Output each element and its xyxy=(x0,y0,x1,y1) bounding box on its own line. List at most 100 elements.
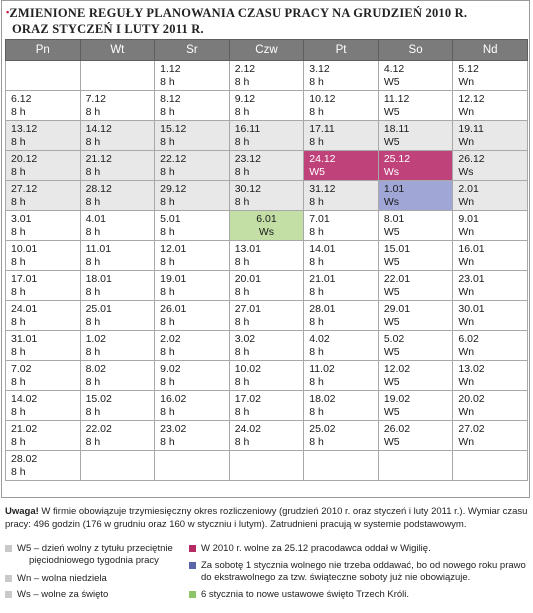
day-value: 8 h xyxy=(309,286,324,298)
day-date: 25.02 xyxy=(309,423,336,435)
day-date: 26.02 xyxy=(383,423,411,435)
day-cell: 16.02 8 h xyxy=(154,390,230,421)
day-date: 27.12 xyxy=(11,183,38,195)
calendar-row: 3.01 8 h 4.01 8 h 5.01 8 h 6.01 Ws 7.01 8 h 8.01 W5… xyxy=(5,210,528,241)
day-cell: 10.12 8 h xyxy=(303,90,379,121)
day-value: 8 h xyxy=(234,406,250,418)
column-header: Wt xyxy=(79,39,156,61)
day-date: 28.02 xyxy=(11,453,38,465)
legend-blue-line2: do ekstrawolnego za tzw. świąteczne sobo… xyxy=(201,572,471,583)
day-date: 6.01 xyxy=(256,213,277,225)
day-cell: 31.12 8 h xyxy=(303,180,379,211)
day-cell: 19.01 8 h xyxy=(154,270,230,301)
day-date: 24.02 xyxy=(234,423,261,435)
day-date: 21.02 xyxy=(11,423,38,435)
day-date: 29.01 xyxy=(383,303,411,315)
day-date: 15.12 xyxy=(160,123,187,135)
day-cell: 2.12 8 h xyxy=(228,60,305,91)
calendar-row: 14.02 8 h 15.02 8 h 16.02 8 h 17.02 8 h 18.02 8 h… xyxy=(5,390,528,421)
legend-w5-line1: W5 – dzień wolny z tytułu przeciętnie xyxy=(17,543,173,554)
day-cell: 28.02 8 h xyxy=(5,450,81,481)
day-date: 18.11 xyxy=(383,123,410,135)
day-date: 17.11 xyxy=(309,123,335,135)
day-date: 19.11 xyxy=(458,123,484,135)
day-value: W5 xyxy=(383,346,400,358)
day-date: 2.02 xyxy=(160,333,181,345)
day-cell: 19.02 W5 xyxy=(377,390,454,421)
day-date: 5.12 xyxy=(458,63,479,75)
day-value: Wn xyxy=(458,316,475,328)
day-date: 12.02 xyxy=(383,363,411,375)
day-date: 16.02 xyxy=(160,393,187,405)
day-value: 8 h xyxy=(160,256,175,268)
day-value: 8 h xyxy=(309,256,324,268)
day-date: 1.12 xyxy=(160,63,181,75)
day-date: 27.02 xyxy=(458,423,485,435)
day-value: 8 h xyxy=(11,406,26,418)
day-value: 8 h xyxy=(11,346,26,358)
calendar-row: 21.02 8 h 22.02 8 h 23.02 8 h 24.02 8 h 25.02 8 h… xyxy=(5,420,528,451)
day-value: 8 h xyxy=(234,196,250,208)
column-header: Pn xyxy=(5,39,81,61)
day-value: Wn xyxy=(458,196,475,208)
day-cell: 18.02 8 h xyxy=(303,390,379,421)
note-text: W firmie obowiązuje trzymiesięczny okres… xyxy=(5,506,528,530)
day-date: 8.01 xyxy=(383,213,405,225)
day-date: 4.01 xyxy=(85,213,106,225)
day-value: W5 xyxy=(383,256,400,268)
day-cell: 6.02 Wn xyxy=(452,330,528,361)
day-cell: 5.12 Wn xyxy=(452,60,528,91)
day-cell: 1.01 Ws xyxy=(377,180,454,211)
calendar-row: 1.12 8 h 2.12 8 h 3.12 8 h 4.12 W5 5.12 Wn xyxy=(5,60,528,91)
day-cell: 4.12 W5 xyxy=(377,60,454,91)
day-cell: 7.01 8 h xyxy=(303,210,379,241)
day-cell: 12.01 8 h xyxy=(154,240,230,271)
day-value: 8 h xyxy=(234,76,250,88)
day-date: 17.01 xyxy=(11,273,38,285)
day-cell: 25.02 8 h xyxy=(303,420,379,451)
day-value: 8 h xyxy=(11,226,26,238)
day-value: W5 xyxy=(383,226,400,238)
calendar-row: 6.12 8 h 7.12 8 h 8.12 8 h 9.12 8 h 10.12 8 h 11.1… xyxy=(5,90,528,121)
day-cell: 30.12 8 h xyxy=(228,180,305,211)
day-value: Ws xyxy=(383,166,399,178)
day-cell: 14.02 8 h xyxy=(5,390,81,421)
day-cell: 27.12 8 h xyxy=(5,180,81,211)
day-date: 2.12 xyxy=(234,63,256,75)
day-date: 31.01 xyxy=(11,333,38,345)
day-cell: 18.01 8 h xyxy=(79,270,156,301)
legend-pink: W 2010 r. wolne za 25.12 pracodawca odda… xyxy=(201,543,431,554)
calendar-table: Pn Wt Sr Czw Pt So Nd 1.12 8 h 2.12 8 h 3.12 8 h 4.1… xyxy=(5,39,528,481)
grey-square-icon xyxy=(5,591,12,598)
day-cell: 5.01 8 h xyxy=(154,210,230,241)
day-value: 8 h xyxy=(160,286,175,298)
day-cell: 5.02 W5 xyxy=(377,330,454,361)
day-cell: 21.01 8 h xyxy=(303,270,379,301)
day-date: 22.12 xyxy=(160,153,187,165)
day-cell xyxy=(377,450,454,481)
day-date: 10.02 xyxy=(234,363,261,375)
day-date: 14.02 xyxy=(11,393,38,405)
day-cell xyxy=(303,450,379,481)
day-value: 8 h xyxy=(234,376,250,388)
day-date: 24.12 xyxy=(309,153,336,165)
day-value: 8 h xyxy=(160,76,175,88)
day-date: 30.12 xyxy=(234,183,261,195)
day-cell: 25.01 8 h xyxy=(79,300,156,331)
day-value: 8 h xyxy=(11,166,26,178)
legend-item-pink: W 2010 r. wolne za 25.12 pracodawca odda… xyxy=(189,543,431,555)
day-date: 14.12 xyxy=(85,123,112,135)
day-date: 5.02 xyxy=(383,333,405,345)
day-cell: 17.11 8 h xyxy=(303,120,379,151)
day-cell: 23.12 8 h xyxy=(228,150,305,181)
header-row: Pn Wt Sr Czw Pt So Nd xyxy=(5,39,528,61)
day-value: 8 h xyxy=(309,376,324,388)
day-date: 9.12 xyxy=(234,93,256,105)
day-cell: 22.01 W5 xyxy=(377,270,454,301)
day-date: 28.12 xyxy=(85,183,112,195)
day-value: 8 h xyxy=(160,136,175,148)
day-value: 8 h xyxy=(85,436,101,448)
day-cell: 14.12 8 h xyxy=(79,120,156,151)
day-value: 8 h xyxy=(309,406,324,418)
day-date: 23.02 xyxy=(160,423,187,435)
